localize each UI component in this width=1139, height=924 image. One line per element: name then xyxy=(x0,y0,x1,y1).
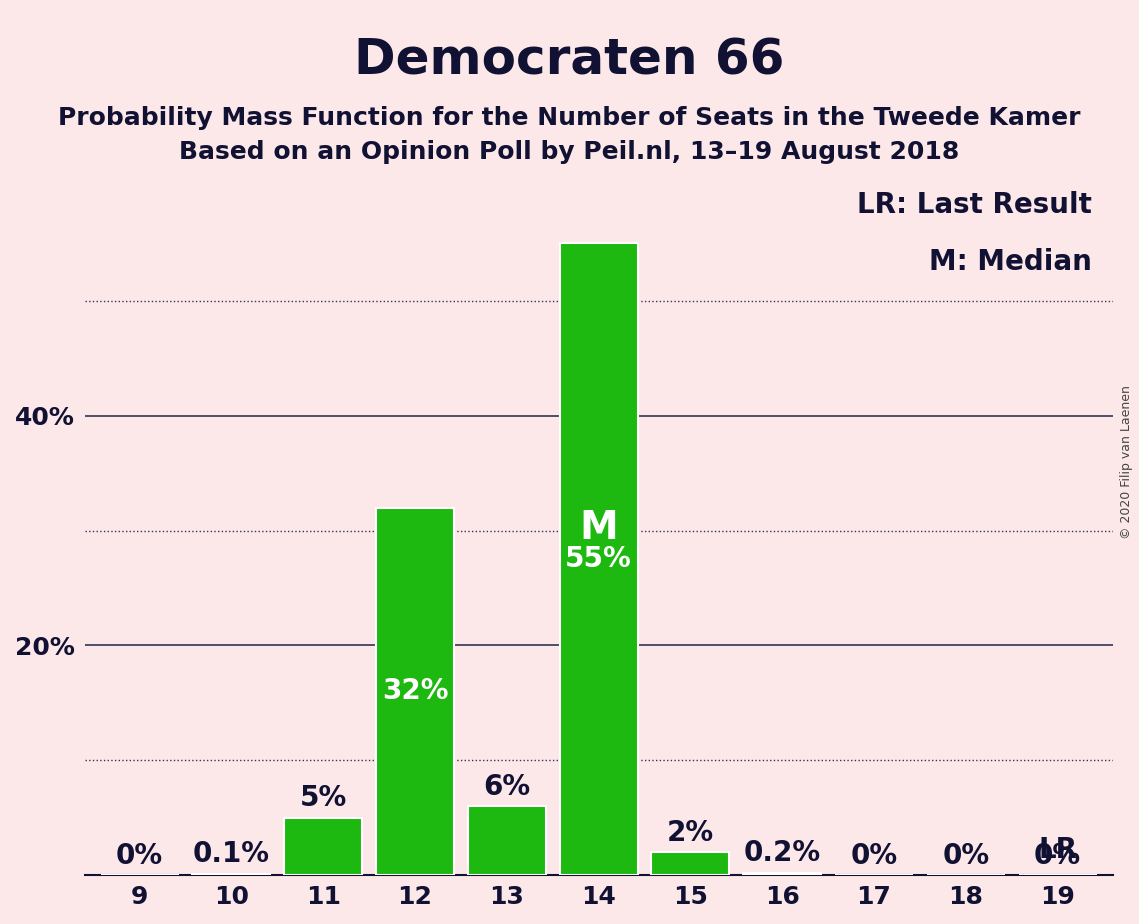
Text: Based on an Opinion Poll by Peil.nl, 13–19 August 2018: Based on an Opinion Poll by Peil.nl, 13–… xyxy=(179,140,960,164)
Text: 0%: 0% xyxy=(1034,842,1081,869)
Text: Democraten 66: Democraten 66 xyxy=(354,37,785,85)
Bar xyxy=(192,874,270,875)
Bar xyxy=(376,507,454,875)
Text: 32%: 32% xyxy=(382,677,449,705)
Text: 2%: 2% xyxy=(666,819,714,846)
Bar xyxy=(559,243,638,875)
Text: © 2020 Filip van Laenen: © 2020 Filip van Laenen xyxy=(1121,385,1133,539)
Text: 0%: 0% xyxy=(942,842,990,869)
Text: 0%: 0% xyxy=(116,842,163,869)
Text: LR: LR xyxy=(1038,836,1077,864)
Bar xyxy=(285,818,362,875)
Text: 0%: 0% xyxy=(851,842,898,869)
Text: 0.1%: 0.1% xyxy=(192,841,270,869)
Text: 55%: 55% xyxy=(565,545,632,573)
Text: M: M xyxy=(580,509,618,547)
Bar xyxy=(652,852,729,875)
Bar xyxy=(743,873,821,875)
Text: 5%: 5% xyxy=(300,784,347,812)
Text: M: Median: M: Median xyxy=(929,249,1092,276)
Bar xyxy=(468,807,546,875)
Text: Probability Mass Function for the Number of Seats in the Tweede Kamer: Probability Mass Function for the Number… xyxy=(58,106,1081,130)
Text: 0.2%: 0.2% xyxy=(744,839,821,868)
Text: 6%: 6% xyxy=(483,772,531,800)
Text: LR: Last Result: LR: Last Result xyxy=(858,191,1092,219)
